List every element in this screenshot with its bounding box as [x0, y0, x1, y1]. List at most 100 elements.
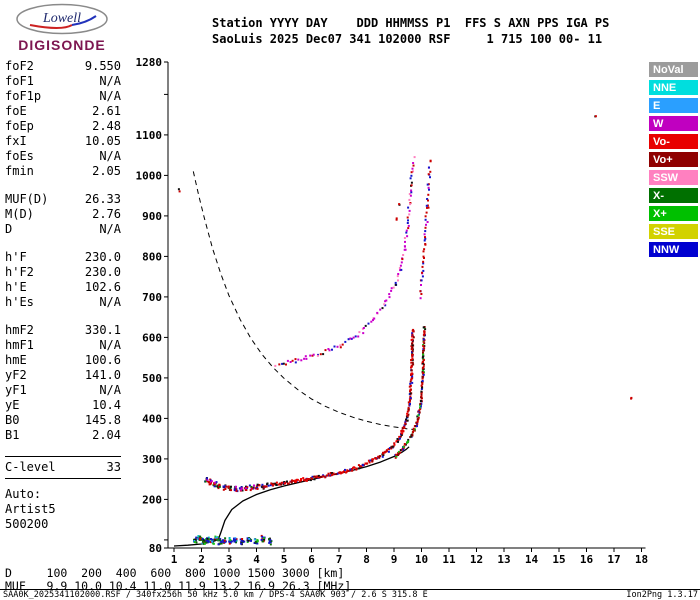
param-label: D: [5, 222, 13, 236]
parameter-row: foF2 9.550: [5, 59, 121, 74]
f2-second-order-x-trace: [419, 159, 432, 300]
echo-status-legend: NoVal NNE E W Vo- Vo+ SSW X- X+ SSE NNW: [649, 62, 698, 260]
y-tick-label: 1000: [136, 169, 163, 182]
lowell-wordmark: Lowell: [42, 11, 81, 26]
param-label: yE: [5, 398, 20, 412]
param-value: 145.8: [84, 413, 121, 427]
y-tick-label: 900: [142, 210, 162, 223]
parameter-row: D N/A: [5, 222, 121, 237]
y-tick-label: 300: [142, 453, 162, 466]
parameter-row: M(D) 2.76: [5, 207, 121, 222]
x-tick-label: 8: [363, 553, 370, 566]
parameter-row: fmin 2.05: [5, 164, 121, 179]
parameter-row: hmE 100.6: [5, 353, 121, 368]
param-value: 102.6: [84, 280, 121, 294]
param-value: 26.33: [84, 192, 121, 206]
footer-software-version: Ion2Png 1.3.17: [626, 590, 698, 600]
param-value: N/A: [99, 295, 121, 309]
x-tick-label: 6: [308, 553, 315, 566]
y-tick-label: 400: [142, 412, 162, 425]
parameter-row: B0 145.8: [5, 413, 121, 428]
x-tick-label: 16: [580, 553, 594, 566]
parameter-row: h'F2 230.0: [5, 265, 121, 280]
f2-ordinary-trace: [261, 328, 415, 489]
param-label: foEp: [5, 119, 34, 133]
param-label: foF1: [5, 74, 34, 88]
dmuf-d-row: D 100 200 400 600 800 1000 1500 3000 [km…: [5, 566, 345, 580]
x-tick-label: 4: [253, 553, 260, 566]
autoscaler-name: Artist5: [5, 502, 56, 516]
y-tick-label: 600: [142, 331, 162, 344]
param-label: yF2: [5, 368, 27, 382]
param-value: 2.76: [92, 207, 121, 221]
x-tick-label: 17: [607, 553, 620, 566]
plot-axes: 1 2 3 4 5 6 7 8 9 10 11 12 13 14 15 16 17 188020030040050…: [136, 56, 649, 566]
legend-item-ssw: SSW: [649, 170, 698, 185]
param-value: 100.6: [84, 353, 121, 367]
parameter-row: foEp 2.48: [5, 119, 121, 134]
param-label: foF1p: [5, 89, 42, 103]
x-tick-label: 10: [415, 553, 428, 566]
c-level-value: 33: [106, 460, 121, 474]
parameter-group: h'F 230.0 h'F2 230.0 h'E 102.6 h'Es N/A: [5, 250, 121, 310]
parameter-group: hmF2 330.1 hmF1 N/A hmE 100.6 yF2 141.0 yF1 N/A yE…: [5, 323, 121, 443]
legend-item-nnw: NNW: [649, 242, 698, 257]
dmuf-muf-row: MUF 9.9 10.0 10.4 11.0 11.9 13.2 16.9 26…: [5, 578, 352, 593]
param-value: 230.0: [84, 265, 121, 279]
parameter-group: foF2 9.550 foF1 N/A foF1p N/A foE 2.61 foEp 2.48 f…: [5, 59, 121, 179]
param-label: h'Es: [5, 295, 34, 309]
parameter-panel: foF2 9.550 foF1 N/A foF1p N/A foE 2.61 foEp 2.48 f…: [5, 59, 121, 532]
parameter-row: foF1p N/A: [5, 89, 121, 104]
param-label: M(D): [5, 207, 34, 221]
autoscaler-version: 500200: [5, 517, 49, 531]
param-label: h'F: [5, 250, 27, 264]
x-tick-label: 15: [552, 553, 565, 566]
autoscaling-info: Auto: Artist5 500200: [5, 487, 121, 532]
c-level-row: C-level 33: [5, 460, 121, 475]
parameter-row: MUF(D) 26.33: [5, 192, 121, 207]
param-label: hmE: [5, 353, 27, 367]
y-tick-label: 200: [142, 493, 162, 506]
parameter-row: fxI 10.05: [5, 134, 121, 149]
param-value: 2.04: [92, 428, 121, 442]
legend-item-x-minus: X-: [649, 188, 698, 203]
legend-item-w: W: [649, 116, 698, 131]
f2-second-order-trace: [274, 156, 416, 367]
parameter-row: h'F 230.0: [5, 250, 121, 265]
param-value: 2.48: [92, 119, 121, 133]
x-tick-label: 7: [336, 553, 343, 566]
x-tick-label: 13: [497, 553, 510, 566]
lowell-logo-oval: Lowell: [16, 3, 108, 35]
parameter-row: h'E 102.6: [5, 280, 121, 295]
dmuf-table: D 100 200 400 600 800 1000 1500 3000 [km…: [5, 567, 351, 592]
auto-label: Auto:: [5, 487, 42, 501]
parameter-row: yF2 141.0: [5, 368, 121, 383]
parameter-row: hmF2 330.1: [5, 323, 121, 338]
param-label: foE: [5, 104, 27, 118]
f-trace-leading-edge-cloud: [204, 477, 266, 493]
stray-echoes: [177, 115, 633, 400]
x-tick-label: 5: [281, 553, 288, 566]
param-label: h'F2: [5, 265, 34, 279]
legend-item-nne: NNE: [649, 80, 698, 95]
param-label: fxI: [5, 134, 27, 148]
y-tick-label: 800: [142, 250, 162, 263]
station-header: Station YYYY DAY DDD HHMMSS P1 FFS S AXN…: [212, 15, 609, 47]
param-value: N/A: [99, 338, 121, 352]
param-label: foEs: [5, 149, 34, 163]
param-value: 330.1: [84, 323, 121, 337]
param-value: 230.0: [84, 250, 121, 264]
param-label: yF1: [5, 383, 27, 397]
param-value: N/A: [99, 89, 121, 103]
param-label: h'E: [5, 280, 27, 294]
parameter-row: foEs N/A: [5, 149, 121, 164]
muf-transmission-curve: [192, 171, 417, 431]
y-tick-label: 500: [142, 372, 162, 385]
param-value: 10.4: [92, 398, 121, 412]
param-label: hmF2: [5, 323, 34, 337]
param-value: N/A: [99, 222, 121, 236]
legend-item-sse: SSE: [649, 224, 698, 239]
divider: [5, 478, 121, 479]
param-value: 2.05: [92, 164, 121, 178]
